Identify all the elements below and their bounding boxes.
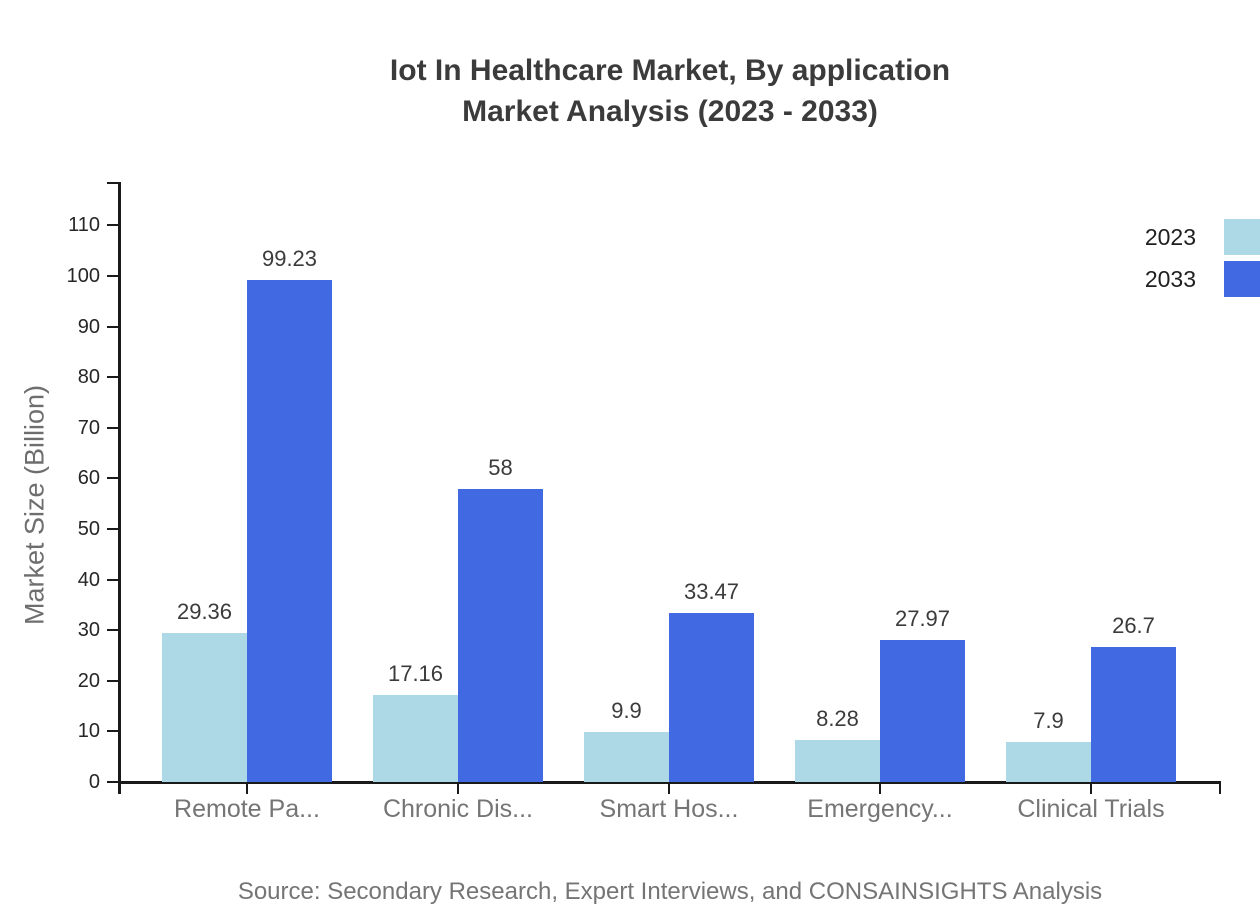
source-note: Source: Secondary Research, Expert Inter… <box>237 878 1103 905</box>
y-tick <box>107 528 120 530</box>
bar-2023 <box>795 740 880 782</box>
x-tick <box>879 782 881 794</box>
legend-swatch <box>1224 261 1260 297</box>
y-tick <box>107 629 120 632</box>
bar-value-label: 26.7 <box>1112 613 1155 638</box>
y-tick-label: 40 <box>77 568 100 591</box>
legend: 2023 2033 <box>1096 219 1260 303</box>
y-tick-label: 90 <box>77 315 100 338</box>
y-tick-label: 60 <box>77 467 100 490</box>
y-tick <box>107 224 120 227</box>
y-axis-end-tick <box>107 182 120 184</box>
bar-value-label: 27.97 <box>894 606 951 631</box>
bar-2023 <box>584 732 669 782</box>
y-tick <box>107 376 120 379</box>
bar-2033 <box>458 489 543 782</box>
y-tick-label: 50 <box>77 518 100 540</box>
bar-value-label: 99.23 <box>261 246 318 271</box>
legend-swatch <box>1224 219 1260 255</box>
bar-value-label: 17.16 <box>387 661 444 686</box>
category-label: Smart Hos... <box>599 795 739 823</box>
y-axis <box>118 182 121 794</box>
category-label: Emergency... <box>807 795 953 823</box>
bar-value-label: 9.9 <box>611 698 642 723</box>
x-tick <box>246 782 248 794</box>
x-axis-origin-tick <box>119 782 121 794</box>
x-tick <box>668 782 670 794</box>
bar-2033 <box>1091 647 1176 782</box>
bar-2033 <box>880 640 965 782</box>
y-tick <box>107 578 120 581</box>
legend-label: 2023 <box>1144 223 1196 250</box>
bar-value-label: 58 <box>488 455 513 480</box>
y-tick <box>107 325 120 328</box>
y-tick <box>107 781 120 783</box>
bar-2033 <box>247 280 332 782</box>
chart-title-line1: Iot In Healthcare Market, By application <box>389 54 951 87</box>
x-tick <box>1090 782 1092 794</box>
y-tick-label: 110 <box>68 214 100 237</box>
bar-value-label: 33.47 <box>683 579 740 604</box>
y-tick <box>107 679 120 682</box>
category-label: Chronic Dis... <box>382 795 534 823</box>
y-tick-label: 100 <box>66 265 100 287</box>
bar-2023 <box>373 695 458 782</box>
bar-2033 <box>669 613 754 782</box>
legend-item: 2023 <box>1096 219 1260 255</box>
y-tick-label: 30 <box>77 619 100 642</box>
bar-2023 <box>1006 742 1091 782</box>
bar-value-label: 7.9 <box>1033 708 1064 733</box>
y-tick <box>107 730 120 733</box>
y-tick-label: 80 <box>77 366 100 389</box>
y-tick-label: 70 <box>77 416 100 439</box>
legend-item: 2033 <box>1096 261 1260 297</box>
bar-value-label: 8.28 <box>816 706 859 731</box>
y-tick-label: 20 <box>77 669 100 692</box>
y-tick <box>107 477 120 480</box>
y-tick <box>107 426 120 429</box>
legend-label: 2033 <box>1144 265 1196 292</box>
bar-value-label: 29.36 <box>176 599 233 624</box>
y-tick <box>107 275 120 277</box>
chart-title-line2: Market Analysis (2023 - 2033) <box>462 95 878 128</box>
y-tick-label: 10 <box>77 720 100 743</box>
x-axis-end-tick <box>1219 782 1221 794</box>
bar-2023 <box>162 633 247 782</box>
chart-title: Iot In Healthcare Market, By application… <box>120 50 1220 132</box>
category-label: Clinical Trials <box>1017 795 1165 823</box>
x-tick <box>457 782 459 794</box>
y-tick-label: 0 <box>88 771 100 793</box>
category-label: Remote Pa... <box>174 795 320 823</box>
